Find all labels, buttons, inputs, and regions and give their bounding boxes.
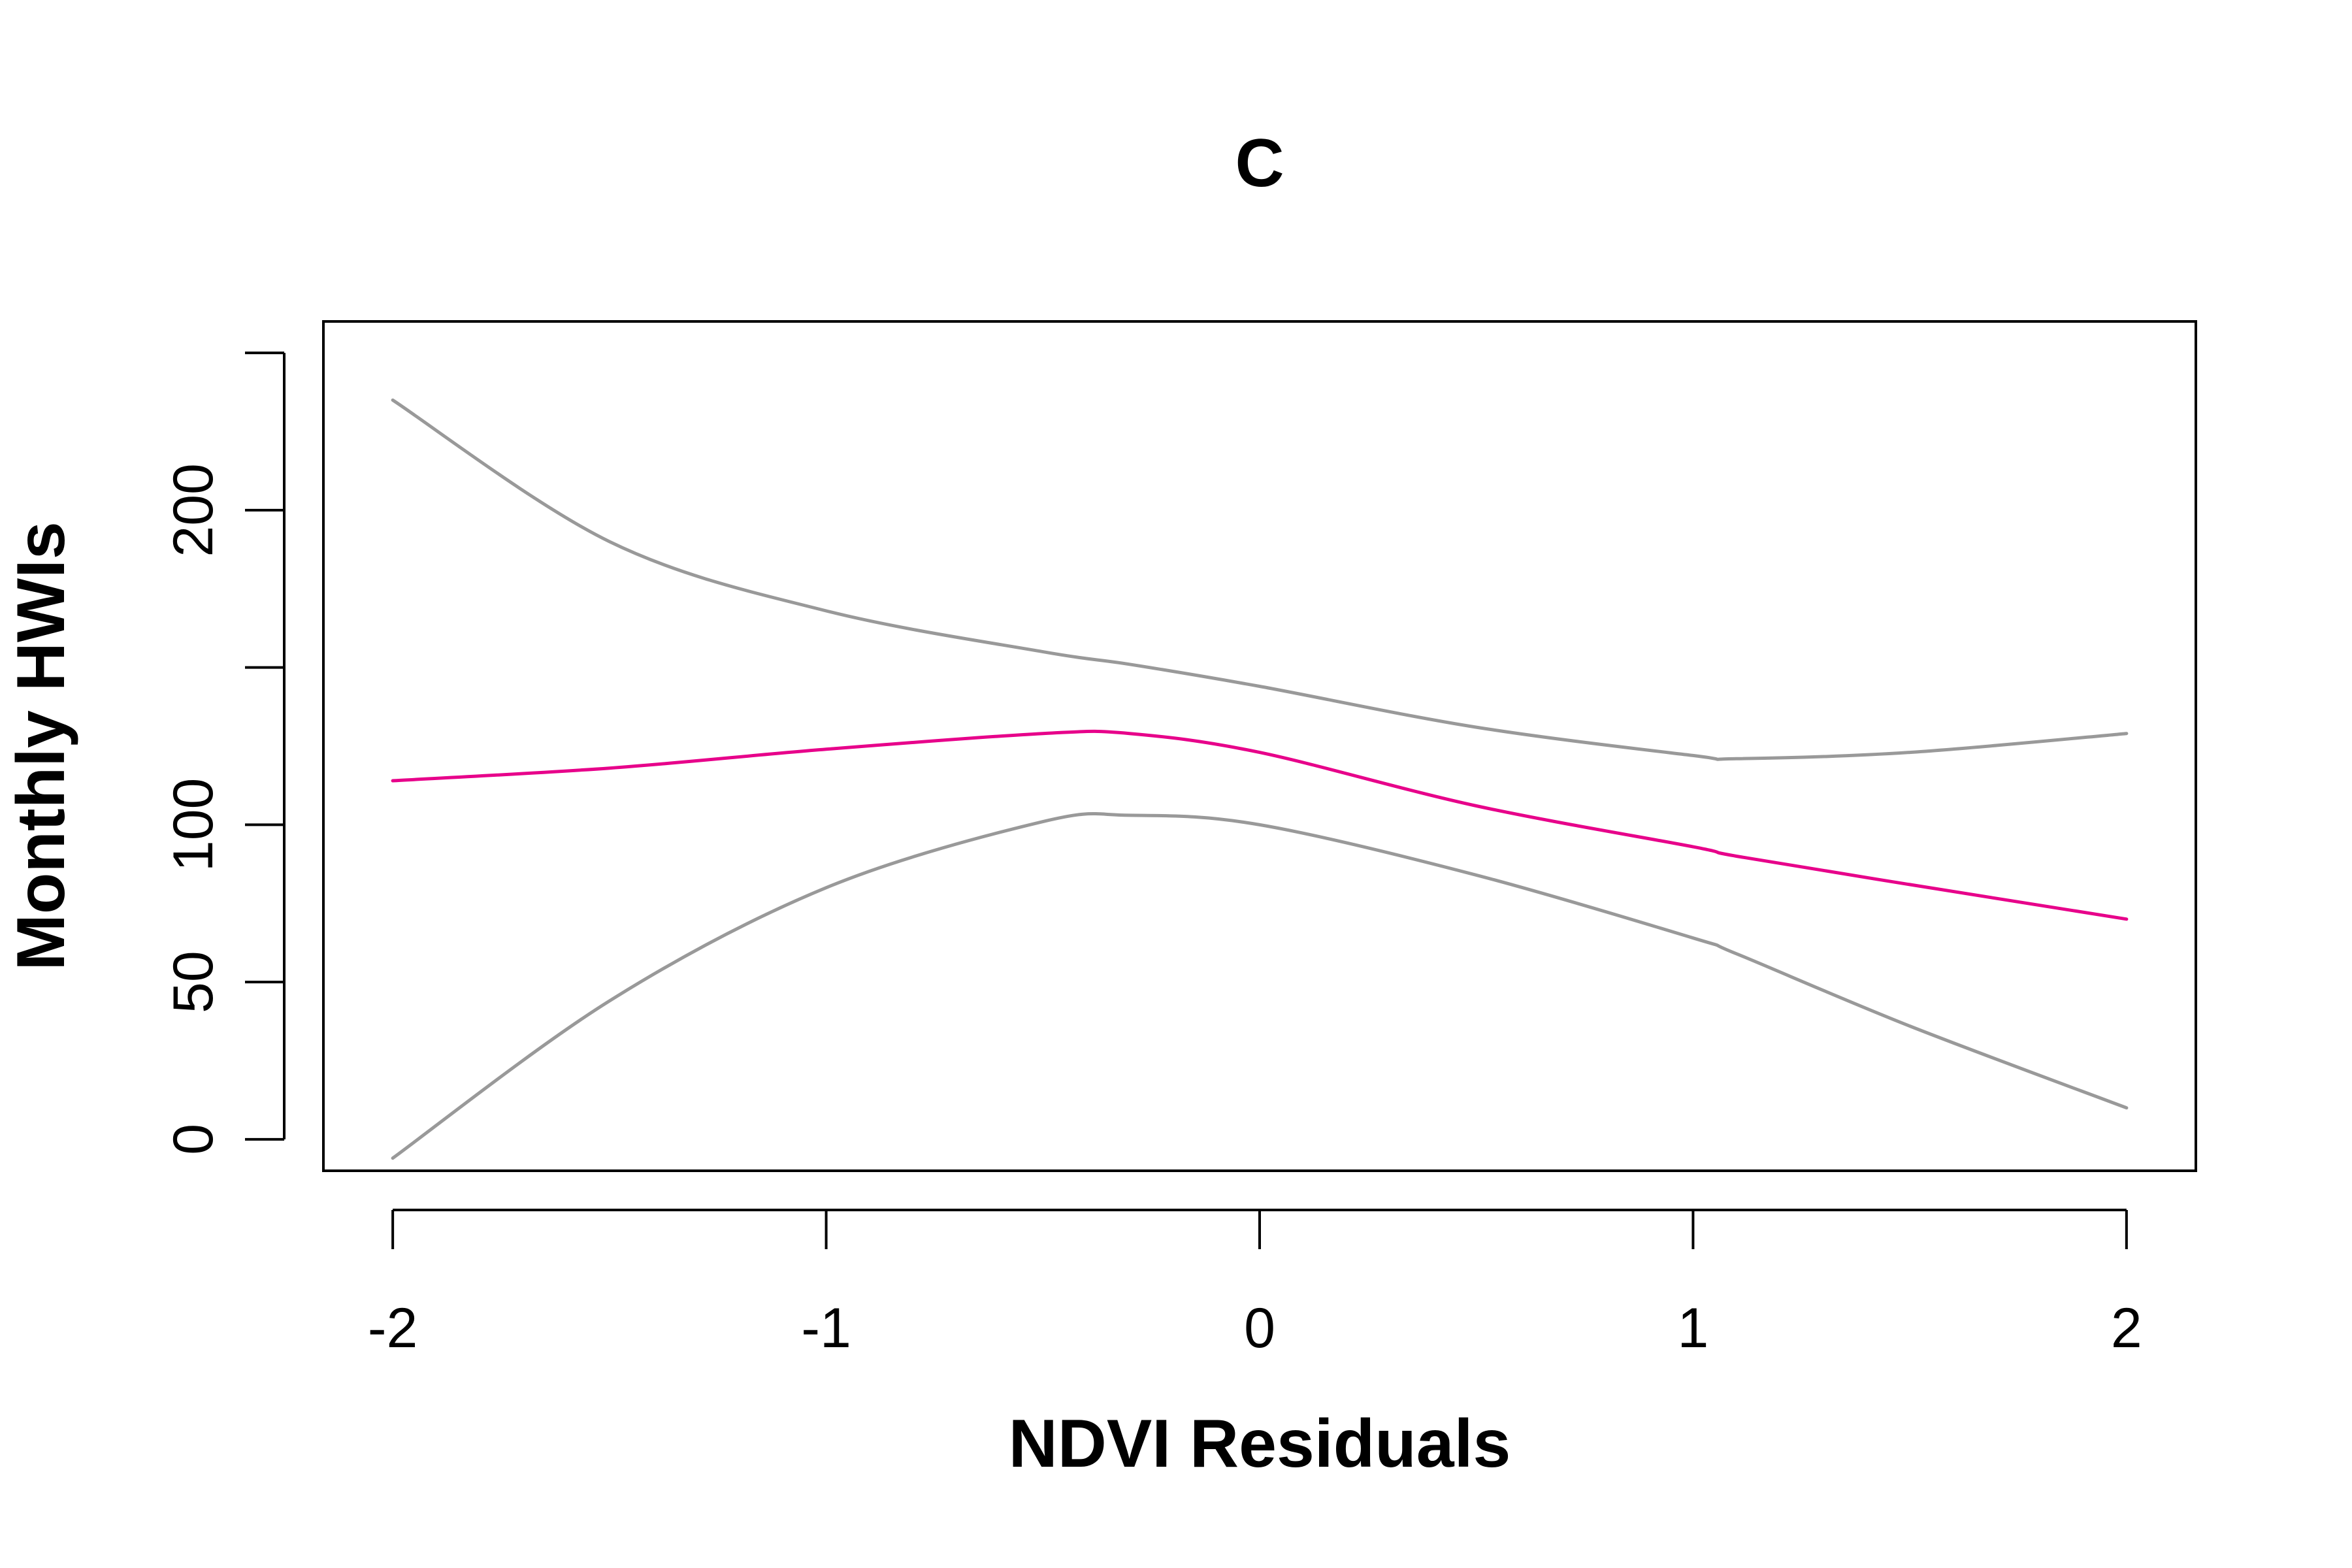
y-axis-title: Monthly HWIs <box>3 521 79 970</box>
plot-area-frame <box>322 320 2197 1172</box>
x-axis-title: NDVI Residuals <box>1009 1406 1511 1482</box>
series-line-lower-bound <box>391 812 2129 1160</box>
y-tick-label: 100 <box>162 778 225 872</box>
x-tick-label: -1 <box>801 1297 851 1360</box>
x-tick-label: 2 <box>2111 1297 2142 1360</box>
y-tick-label: 50 <box>162 951 225 1013</box>
chart-title: C <box>1235 125 1284 201</box>
x-tick-label: -2 <box>368 1297 417 1360</box>
series-line-fit <box>391 729 2129 921</box>
x-tick-label: 1 <box>1678 1297 1709 1360</box>
x-axis: -2 -1 0 1 2 <box>368 1209 2142 1360</box>
series-layer <box>391 398 2129 1160</box>
y-tick-label: 0 <box>162 1124 225 1155</box>
x-tick-label: 0 <box>1244 1297 1275 1360</box>
series-line-upper-bound <box>391 398 2129 761</box>
y-axis: 0 50 100 200 <box>162 351 286 1155</box>
y-tick-label: 200 <box>162 463 225 557</box>
